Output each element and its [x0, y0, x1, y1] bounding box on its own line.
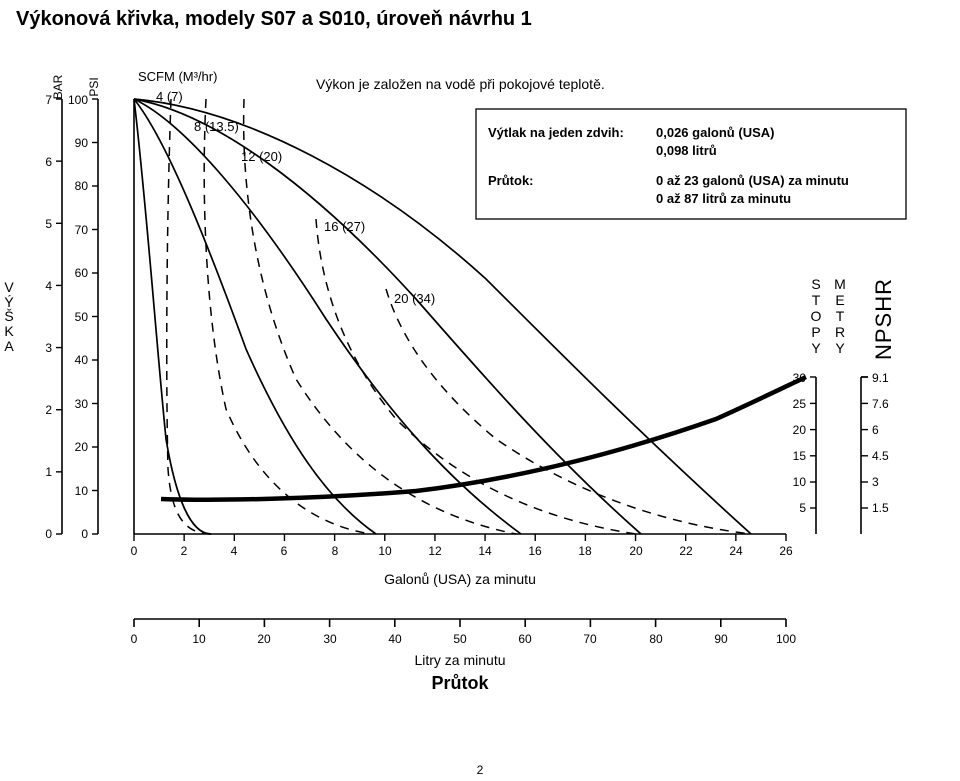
- svg-text:15: 15: [793, 449, 807, 463]
- svg-text:60: 60: [75, 266, 89, 280]
- performance-chart: BAR PSI SCFM (M³/hr) 4 (7) 8 (13.5) 12 (…: [16, 39, 936, 739]
- svg-text:3: 3: [872, 475, 879, 489]
- svg-text:30: 30: [323, 632, 337, 646]
- svg-text:10: 10: [793, 475, 807, 489]
- svg-text:22: 22: [679, 544, 693, 558]
- svg-text:7: 7: [45, 93, 52, 107]
- page-number: 2: [0, 763, 960, 777]
- svg-text:6: 6: [45, 155, 52, 169]
- svg-text:Průtok:: Průtok:: [488, 173, 534, 188]
- svg-text:50: 50: [75, 310, 89, 324]
- svg-text:30: 30: [75, 397, 89, 411]
- svg-text:P: P: [811, 324, 820, 340]
- svg-text:10: 10: [378, 544, 392, 558]
- svg-text:Y: Y: [811, 340, 821, 356]
- series-d-label: 16 (27): [324, 219, 365, 234]
- info-box: Výtlak na jeden zdvih: 0,026 galonů (USA…: [476, 109, 906, 219]
- scfm-label: SCFM (M³/hr): [138, 69, 217, 84]
- flow-label: Průtok: [431, 673, 489, 693]
- svg-text:6: 6: [872, 423, 879, 437]
- svg-text:70: 70: [583, 632, 597, 646]
- svg-text:4: 4: [45, 279, 52, 293]
- svg-text:0 až 23 galonů (USA) za minutu: 0 až 23 galonů (USA) za minutu: [656, 173, 849, 188]
- svg-text:50: 50: [453, 632, 467, 646]
- y-axis-letters: V Ý Š K A: [0, 280, 18, 353]
- svg-text:90: 90: [714, 632, 728, 646]
- svg-text:18: 18: [578, 544, 592, 558]
- svg-text:9.1: 9.1: [872, 371, 889, 385]
- svg-text:10: 10: [75, 484, 89, 498]
- svg-text:7.6: 7.6: [872, 397, 889, 411]
- svg-text:1: 1: [45, 465, 52, 479]
- series-a-label: 4 (7): [156, 89, 183, 104]
- x-primary-label: Galonů (USA) za minutu: [384, 571, 536, 587]
- svg-text:0: 0: [131, 544, 138, 558]
- svg-text:S: S: [811, 276, 820, 292]
- page-title: Výkonová křivka, modely S07 a S010, úrov…: [16, 8, 944, 31]
- svg-text:100: 100: [68, 93, 88, 107]
- svg-text:25: 25: [793, 397, 807, 411]
- svg-text:6: 6: [281, 544, 288, 558]
- svg-text:80: 80: [75, 179, 89, 193]
- svg-text:Y: Y: [835, 340, 845, 356]
- svg-text:40: 40: [388, 632, 402, 646]
- svg-text:3: 3: [45, 341, 52, 355]
- svg-text:90: 90: [75, 136, 89, 150]
- svg-text:70: 70: [75, 223, 89, 237]
- svg-text:100: 100: [776, 632, 796, 646]
- svg-text:30: 30: [793, 371, 807, 385]
- svg-text:0 až 87 litrů za minutu: 0 až 87 litrů za minutu: [656, 191, 791, 206]
- svg-text:8: 8: [332, 544, 339, 558]
- series-e-label: 20 (34): [394, 291, 435, 306]
- chart-subtitle: Výkon je založen na vodě při pokojové te…: [316, 76, 605, 92]
- svg-text:40: 40: [75, 353, 89, 367]
- svg-text:M: M: [834, 276, 846, 292]
- svg-text:20: 20: [75, 440, 89, 454]
- svg-text:20: 20: [257, 632, 271, 646]
- svg-text:0: 0: [131, 632, 138, 646]
- svg-text:4: 4: [231, 544, 238, 558]
- svg-text:4.5: 4.5: [872, 449, 889, 463]
- npshr-label: NPSHR: [871, 278, 896, 360]
- svg-text:0: 0: [45, 527, 52, 541]
- psi-axis-label: PSI: [87, 77, 101, 96]
- svg-text:1.5: 1.5: [872, 501, 889, 515]
- svg-text:O: O: [811, 308, 822, 324]
- series-c-label: 12 (20): [241, 149, 282, 164]
- svg-text:0,026 galonů (USA): 0,026 galonů (USA): [656, 125, 774, 140]
- svg-text:10: 10: [192, 632, 206, 646]
- svg-text:80: 80: [649, 632, 663, 646]
- series-b-label: 8 (13.5): [194, 119, 239, 134]
- svg-text:12: 12: [428, 544, 442, 558]
- svg-text:20: 20: [629, 544, 643, 558]
- svg-text:2: 2: [45, 403, 52, 417]
- svg-text:T: T: [836, 308, 845, 324]
- svg-text:T: T: [812, 292, 821, 308]
- bar-axis-label: BAR: [51, 74, 65, 99]
- svg-text:E: E: [835, 292, 844, 308]
- svg-text:R: R: [835, 324, 845, 340]
- svg-text:0: 0: [81, 527, 88, 541]
- svg-text:20: 20: [793, 423, 807, 437]
- svg-text:2: 2: [181, 544, 188, 558]
- x-secondary-label: Litry za minutu: [414, 652, 505, 668]
- svg-text:16: 16: [528, 544, 542, 558]
- svg-text:Výtlak na jeden zdvih:: Výtlak na jeden zdvih:: [488, 125, 624, 140]
- svg-text:5: 5: [45, 217, 52, 231]
- svg-text:26: 26: [779, 544, 793, 558]
- svg-text:24: 24: [729, 544, 743, 558]
- svg-text:0,098 litrů: 0,098 litrů: [656, 143, 717, 158]
- svg-text:60: 60: [518, 632, 532, 646]
- svg-text:14: 14: [478, 544, 492, 558]
- svg-text:5: 5: [799, 501, 806, 515]
